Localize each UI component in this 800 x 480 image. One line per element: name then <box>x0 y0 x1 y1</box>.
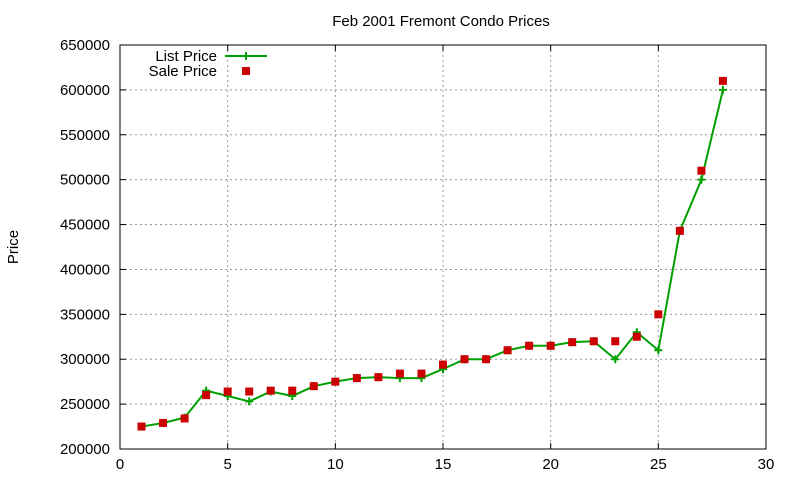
y-tick-label: 500000 <box>60 172 110 189</box>
list-price-point <box>718 85 727 94</box>
sale-price-point <box>589 337 598 346</box>
list-price-point <box>697 175 706 184</box>
sale-price-point <box>546 341 555 350</box>
sale-price-point <box>675 226 684 235</box>
sale-price-point <box>223 387 232 396</box>
y-tick-label: 350000 <box>60 306 110 323</box>
sale-price-point <box>611 337 620 346</box>
sale-price-point <box>632 332 641 341</box>
y-tick-label: 300000 <box>60 351 110 368</box>
legend-label-list-price: List Price <box>155 48 217 65</box>
sale-price-point <box>352 374 361 383</box>
x-tick-label: 15 <box>435 456 452 473</box>
chart-title: Feb 2001 Fremont Condo Prices <box>332 13 550 30</box>
sale-price-point <box>245 387 254 396</box>
sale-price-point <box>482 355 491 364</box>
series-layer <box>137 76 727 431</box>
x-tick-label: 25 <box>650 456 667 473</box>
legend-marker-sale-price <box>242 67 250 75</box>
y-tick-label: 650000 <box>60 37 110 54</box>
x-tick-label: 10 <box>327 456 344 473</box>
y-tick-label: 450000 <box>60 217 110 234</box>
sale-price-point <box>180 414 189 423</box>
sale-price-point <box>266 386 275 395</box>
x-tick-label: 0 <box>116 456 124 473</box>
sale-price-point <box>697 166 706 175</box>
sale-price-point <box>718 76 727 85</box>
sale-price-point <box>439 360 447 369</box>
sale-price-point <box>460 355 469 364</box>
sale-price-point <box>395 369 404 378</box>
x-tick-label: 20 <box>542 456 559 473</box>
y-tick-label: 600000 <box>60 82 110 99</box>
sale-price-point <box>525 341 534 350</box>
x-tick-label: 5 <box>223 456 231 473</box>
sale-price-point <box>331 377 340 386</box>
y-tick-label: 250000 <box>60 396 110 413</box>
legend-marker-list-price <box>242 52 250 60</box>
sale-price-point <box>159 418 168 427</box>
sale-price-point <box>288 386 297 395</box>
y-tick-label: 550000 <box>60 127 110 144</box>
sale-price-point <box>202 391 211 400</box>
grid <box>120 45 766 449</box>
list-price-point <box>611 355 620 364</box>
list-price-point <box>654 346 663 355</box>
sale-price-point <box>309 382 318 391</box>
list-price-point <box>245 397 254 406</box>
sale-price-point <box>417 369 426 378</box>
list-price-line <box>141 89 724 428</box>
axis-ticks: 0 5 10 15 20 25 30 200000 250000 300000 350000 4000… <box>60 37 774 473</box>
sale-price-point <box>654 310 663 319</box>
sale-price-point <box>137 422 146 431</box>
x-tick-label: 30 <box>758 456 775 473</box>
y-axis-label: Price <box>5 230 22 264</box>
y-tick-label: 400000 <box>60 261 110 278</box>
sale-price-point <box>374 373 383 382</box>
legend-label-sale-price: Sale Price <box>149 63 217 80</box>
sale-price-point <box>503 346 512 355</box>
sale-price-point <box>568 338 577 347</box>
y-tick-label: 200000 <box>60 441 110 458</box>
